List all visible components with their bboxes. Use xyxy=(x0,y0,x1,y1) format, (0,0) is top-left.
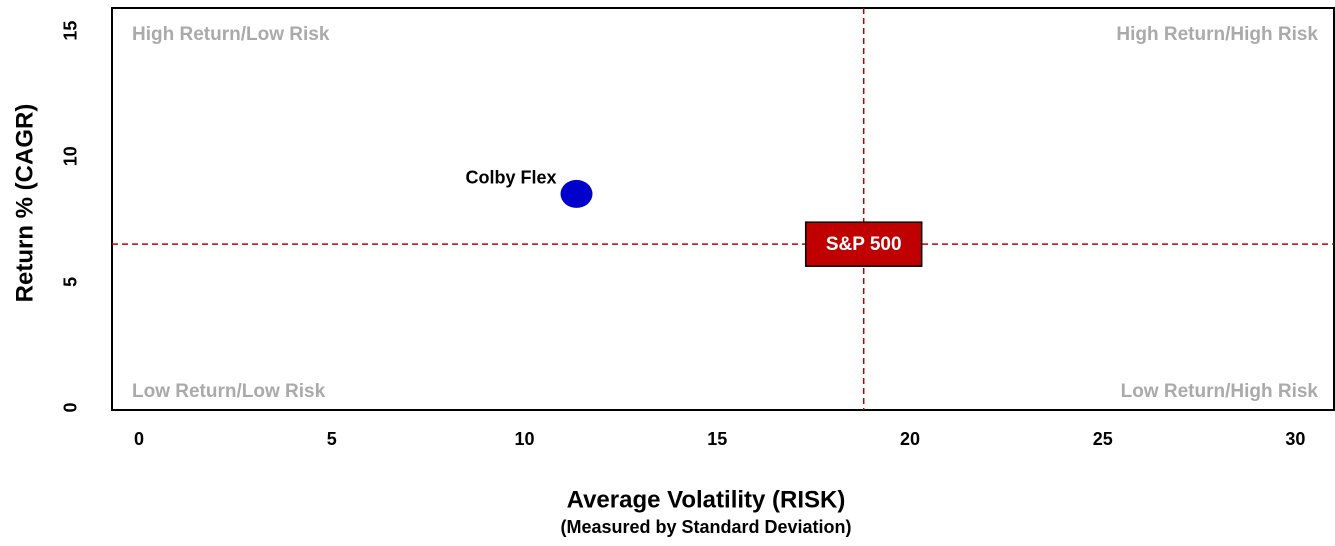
y-axis-title: Return % (CAGR) xyxy=(11,104,38,303)
y-tick-label: 5 xyxy=(61,277,81,287)
x-tick-label: 10 xyxy=(514,429,534,449)
benchmark-box xyxy=(804,221,923,267)
y-tick-label: 10 xyxy=(61,146,81,166)
y-tick-label: 15 xyxy=(61,21,81,41)
quadrant-label: Low Return/Low Risk xyxy=(132,381,326,402)
x-tick-label: 5 xyxy=(327,429,337,449)
quadrant-label: Low Return/High Risk xyxy=(1121,381,1319,402)
point xyxy=(560,179,593,208)
x-tick-label: 25 xyxy=(1093,429,1113,449)
point-label: Colby Flex xyxy=(465,168,556,188)
benchmark-label: S&P 500 xyxy=(826,234,902,255)
quadrant-label: High Return/Low Risk xyxy=(132,24,330,45)
y-tick-label: 0 xyxy=(61,402,81,412)
plot-frame xyxy=(111,7,1335,411)
quadrant-label: High Return/High Risk xyxy=(1116,24,1318,45)
x-tick-label: 0 xyxy=(134,429,144,449)
x-tick-label: 20 xyxy=(900,429,920,449)
x-axis-title: Average Volatility (RISK) xyxy=(567,486,846,513)
x-tick-label: 15 xyxy=(707,429,727,449)
x-tick-label: 30 xyxy=(1285,429,1305,449)
x-axis-subtitle: (Measured by Standard Deviation) xyxy=(560,517,851,537)
